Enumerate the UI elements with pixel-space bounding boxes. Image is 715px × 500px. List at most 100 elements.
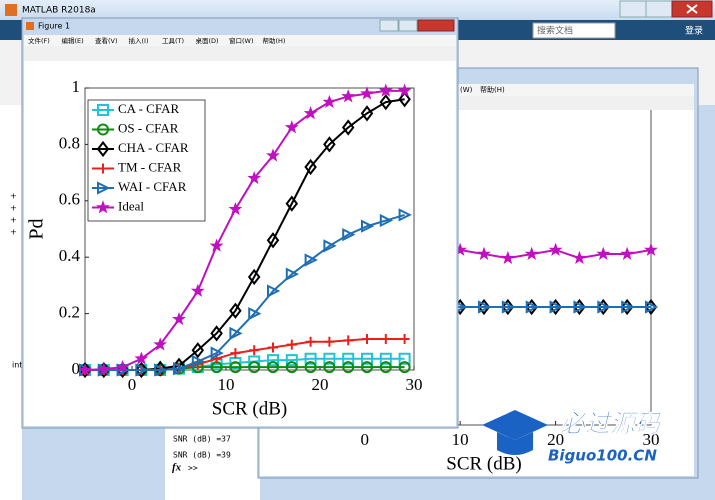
y-tick-label: 0 [72, 359, 81, 378]
marker [96, 361, 111, 376]
marker [247, 268, 261, 286]
x-axis-label: SCR (dB) [212, 398, 288, 419]
search-box[interactable] [532, 22, 616, 39]
marker [342, 228, 356, 242]
marker [548, 242, 563, 256]
workspace-item: int [12, 361, 22, 370]
title-bar [0, 0, 715, 20]
marker [248, 306, 262, 321]
marker [135, 361, 148, 379]
maximize-button[interactable] [645, 0, 673, 18]
marker [268, 342, 278, 353]
marker [323, 361, 336, 374]
marker [525, 300, 539, 314]
marker [304, 253, 318, 267]
marker [620, 298, 634, 316]
login-button[interactable]: 登录 [685, 26, 703, 37]
marker [573, 300, 587, 314]
watermark-url: Biguo100.CN [548, 447, 657, 465]
maximize-button[interactable] [398, 19, 418, 32]
marker [322, 94, 337, 108]
marker [380, 333, 391, 344]
marker [228, 201, 243, 216]
toolbar [24, 46, 456, 61]
marker [305, 336, 316, 347]
marker [572, 250, 587, 265]
marker [644, 298, 658, 316]
marker [573, 298, 586, 316]
x-axis-label: SCR (dB) [446, 453, 522, 474]
menu-item[interactable]: 文件(F) [28, 36, 50, 45]
tree-expander: + [10, 192, 17, 201]
marker [191, 342, 205, 359]
bg-menu-item[interactable]: (W) [460, 86, 473, 94]
menu-items: 文件(F) 编辑(E) 查看(V) 插入(I) 工具(T) 桌面(D) 窗口(W) 帮助(H) [28, 36, 285, 45]
marker [399, 333, 410, 344]
marker [398, 91, 411, 108]
marker [343, 335, 354, 346]
x-tick-label: 0 [128, 375, 137, 394]
y-tick-label: 0.2 [59, 303, 80, 322]
menu-item[interactable]: 编辑(E) [62, 36, 84, 45]
app-icon [5, 4, 17, 16]
marker [525, 298, 538, 316]
command-output: SNR (dB) =37 [173, 435, 231, 444]
marker [360, 86, 374, 100]
marker [96, 140, 110, 158]
marker [621, 300, 635, 314]
marker [304, 361, 317, 374]
legend-box [87, 99, 206, 222]
marker [398, 352, 411, 365]
menu-item[interactable]: 桌面(D) [196, 36, 219, 45]
x-tick-label: 20 [547, 430, 564, 449]
marker [478, 300, 492, 314]
marker [398, 361, 411, 374]
main-chart: 0 10 20 30 0 0.2 0.4 0.6 0.8 1 SCR (dB) Pd CA - CFAR… [26, 77, 423, 419]
figure-title: Figure 1 [38, 22, 70, 31]
bg-menu-item[interactable]: 帮助(H) [480, 85, 505, 94]
marker [191, 354, 206, 369]
marker [229, 326, 243, 340]
marker [285, 267, 300, 281]
menu-item[interactable]: 窗口(W) [229, 36, 254, 45]
marker [597, 300, 611, 314]
minimize-button[interactable] [379, 19, 399, 32]
marker [645, 300, 659, 314]
marker [97, 104, 109, 116]
watermark-title: 必过源码 [560, 409, 662, 438]
marker [379, 93, 393, 111]
menu-item[interactable]: 查看(V) [95, 36, 118, 45]
menu-item[interactable]: 插入(I) [129, 36, 149, 45]
marker [500, 250, 515, 265]
marker [361, 352, 373, 365]
marker [286, 339, 297, 350]
marker [549, 300, 563, 314]
marker [360, 105, 374, 122]
marker [341, 89, 356, 103]
legend-label: CHA - CFAR [118, 140, 189, 155]
marker [247, 170, 262, 185]
marker [304, 158, 317, 176]
marker [154, 363, 168, 377]
marker [379, 352, 392, 365]
close-button[interactable] [417, 19, 455, 32]
marker [378, 83, 393, 97]
legend: CA - CFAR OS - CFAR CHA - CFAR TM - CFAR WAI… [87, 99, 206, 222]
menu-item[interactable]: 工具(T) [162, 37, 184, 45]
marker [285, 195, 299, 212]
marker [96, 200, 110, 214]
x-tick-label: 0 [360, 430, 369, 449]
legend-label: CA - CFAR [118, 101, 179, 116]
marker [361, 219, 375, 233]
command-output: SNR (dB) =39 [173, 451, 231, 460]
marker [477, 298, 491, 316]
marker [285, 361, 298, 374]
menu-bar [24, 35, 456, 46]
minimize-button[interactable] [619, 0, 647, 18]
marker [342, 352, 355, 365]
legend-label: Ideal [118, 198, 144, 213]
search-placeholder: 搜索文档 [537, 25, 573, 37]
marker [284, 120, 299, 134]
menu-item[interactable]: 帮助(H) [263, 36, 286, 45]
x-tick-label: 10 [452, 430, 469, 449]
